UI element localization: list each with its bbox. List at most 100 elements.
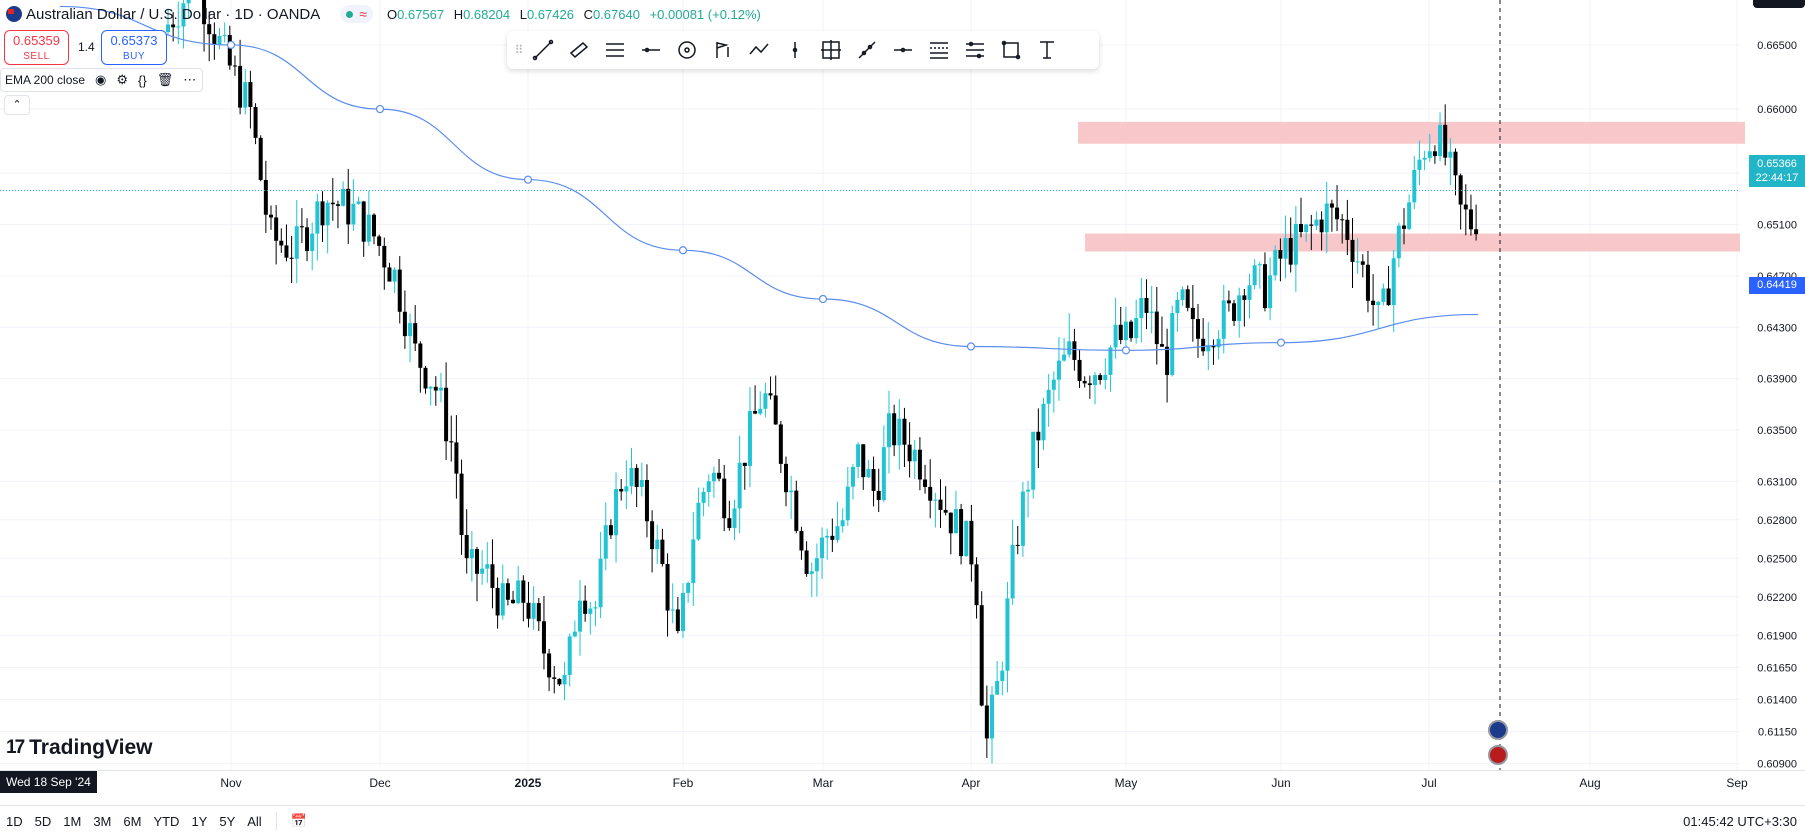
range-all[interactable]: All — [247, 813, 262, 829]
candle-body-up — [1221, 300, 1226, 339]
date-range-icon[interactable]: 📅 — [290, 813, 307, 828]
chart-header: Australian Dollar / U.S. Dollar · 1D · O… — [0, 0, 767, 28]
candle-body-up — [1175, 299, 1180, 314]
candle-body-down — [444, 387, 449, 442]
candle-body-up — [1237, 295, 1242, 321]
candle-body-down — [1201, 338, 1206, 352]
candle-body-up — [1113, 324, 1118, 348]
candle-body-up — [696, 502, 701, 540]
candle-body-up — [809, 571, 814, 574]
candle-body-up — [1283, 238, 1288, 259]
price-tick-label: 0.62200 — [1757, 592, 1797, 604]
candle-body-down — [449, 441, 454, 443]
candle-body-down — [773, 395, 778, 425]
candle-body-up — [176, 26, 181, 28]
candle-body-up — [1417, 159, 1422, 170]
price-tick-label: 0.62500 — [1757, 553, 1797, 565]
candle-body-down — [1371, 300, 1376, 305]
range-1d[interactable]: 1D — [6, 813, 23, 829]
candle-body-up — [624, 486, 629, 492]
candle-body-up — [588, 608, 593, 614]
time-tick-label: Jun — [1271, 776, 1290, 790]
eye-icon[interactable]: ◉ — [95, 72, 107, 87]
symbol-title[interactable]: Australian Dollar / U.S. Dollar · 1D · O… — [26, 5, 321, 23]
candle-body-up — [1293, 223, 1298, 265]
candle-body-down — [804, 550, 809, 574]
clock[interactable]: 01:45:42 UTC+3:30 — [1683, 814, 1797, 829]
au-event-icon[interactable] — [1488, 720, 1508, 740]
collapse-legend-button[interactable]: ⌃ — [4, 95, 30, 115]
pencil-tool-icon[interactable] — [849, 35, 885, 65]
candle-body-up — [1422, 157, 1427, 160]
candle-body-down — [232, 65, 237, 67]
candle-body-up — [701, 491, 706, 503]
candle-body-up — [1170, 313, 1175, 375]
candle-body-down — [1360, 261, 1365, 265]
candle-body-down — [943, 509, 948, 513]
candle-body-up — [469, 549, 474, 559]
candle-body-down — [536, 603, 541, 622]
candle-body-down — [1159, 344, 1164, 347]
range-6m[interactable]: 6M — [123, 813, 142, 829]
candle-body-down — [1242, 295, 1247, 300]
vertical-line-icon[interactable] — [777, 35, 813, 65]
range-ytd[interactable]: YTD — [153, 813, 180, 829]
aud-flag-icon — [6, 6, 22, 22]
range-3m[interactable]: 3M — [93, 813, 112, 829]
trash-icon[interactable]: 🗑 — [156, 72, 174, 87]
buy-button[interactable]: 0.65373 BUY — [101, 30, 167, 65]
channel-icon[interactable] — [561, 35, 597, 65]
candle-body-down — [475, 549, 479, 574]
range-1m[interactable]: 1M — [63, 813, 82, 829]
text-cursor-icon[interactable] — [1029, 35, 1065, 65]
candle-body-up — [1005, 598, 1010, 671]
circle-tool-icon[interactable] — [669, 35, 705, 65]
candle-body-down — [742, 462, 747, 467]
fib-extension-icon[interactable] — [957, 35, 993, 65]
candle-body-down — [1226, 300, 1231, 304]
candle-body-down — [1072, 341, 1077, 360]
indicator-legend[interactable]: EMA 200 close ◉ ⚙ {} 🗑 ⋯ — [0, 68, 204, 92]
candle-body-down — [871, 469, 876, 491]
fib-retracement-icon[interactable] — [921, 35, 957, 65]
tradingview-logo[interactable]: 17 TradingView — [6, 736, 153, 759]
candle-body-down — [382, 245, 387, 268]
sell-button[interactable]: 0.65359 SELL — [4, 30, 69, 65]
us-event-icon[interactable] — [1488, 745, 1508, 765]
price-tick-label: 0.66500 — [1757, 40, 1797, 52]
indicator-label: EMA 200 close — [5, 73, 86, 87]
candle-body-down — [722, 478, 727, 519]
trend-line-icon[interactable] — [525, 35, 561, 65]
crosshair-tool-icon[interactable] — [813, 35, 849, 65]
price-tick-label: 0.61150 — [1758, 727, 1797, 739]
candle-body-down — [1118, 324, 1123, 341]
candle-body-up — [737, 462, 742, 509]
source-code-icon[interactable]: {} — [138, 72, 147, 88]
candle-body-down — [969, 520, 974, 565]
candle-body-down — [505, 583, 510, 600]
range-5d[interactable]: 5D — [34, 813, 52, 829]
candle-body-up — [691, 539, 696, 583]
market-status[interactable]: ≈ — [340, 5, 373, 23]
range-5y[interactable]: 5Y — [219, 813, 236, 829]
cross-line-icon[interactable] — [885, 35, 921, 65]
ema200-line — [59, 5, 1479, 351]
candle-body-down — [784, 463, 788, 493]
range-1y[interactable]: 1Y — [191, 813, 208, 829]
candle-body-down — [526, 602, 531, 619]
more-icon[interactable]: ⋯ — [183, 72, 197, 87]
candle-body-down — [1309, 224, 1314, 226]
flag-tool-icon[interactable] — [705, 35, 741, 65]
settings-icon[interactable]: ⚙ — [116, 72, 129, 87]
horizontal-lines-icon[interactable] — [597, 35, 633, 65]
horizontal-ray-icon[interactable] — [633, 35, 669, 65]
rectangle-tool-icon[interactable] — [993, 35, 1029, 65]
path-tool-icon[interactable] — [741, 35, 777, 65]
candle-body-down — [1144, 297, 1149, 313]
candle-body-down — [207, 24, 212, 35]
drag-handle-icon[interactable]: ⠿ — [514, 43, 524, 57]
candle-body-down — [650, 521, 655, 550]
candle-body-down — [830, 535, 835, 540]
